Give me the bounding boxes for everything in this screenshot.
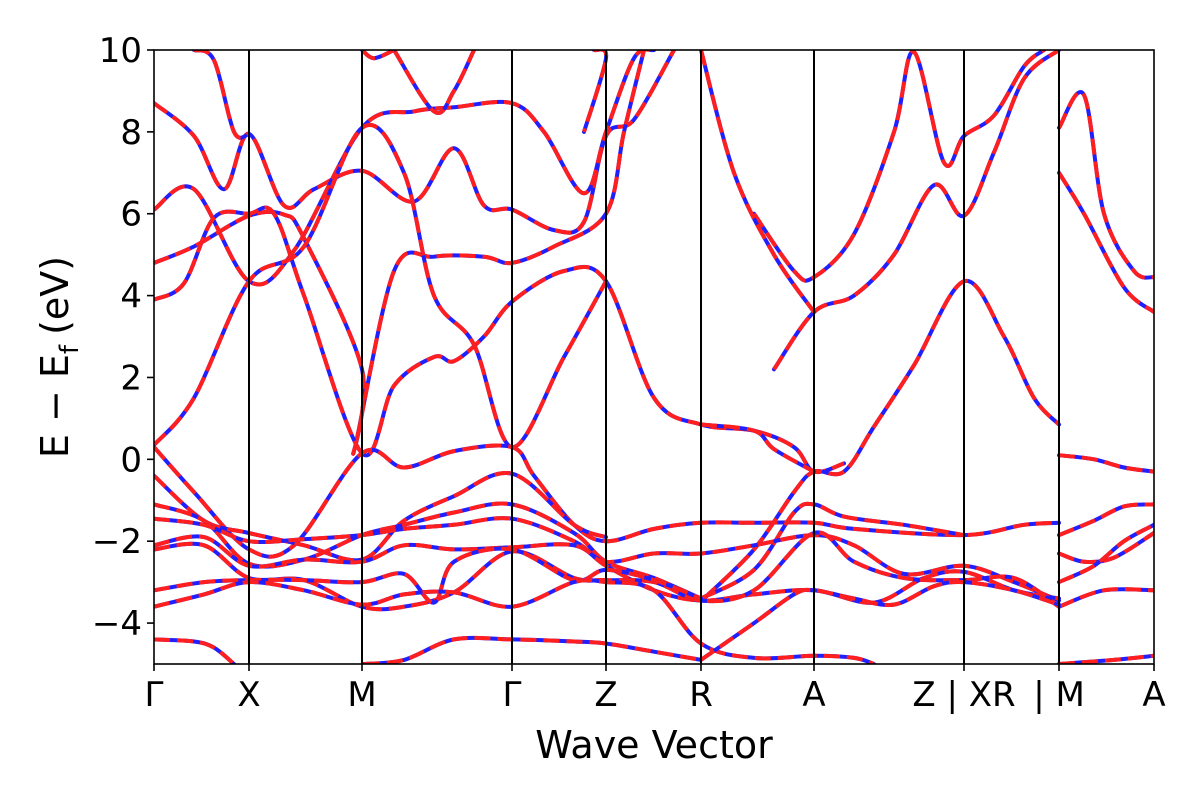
band-line-dashed-3 xyxy=(154,205,845,475)
x-tick-label: Γ xyxy=(145,675,164,715)
x-tick-label: Γ xyxy=(503,675,522,715)
x-tick-label: Z xyxy=(594,675,617,715)
y-tick-label: 4 xyxy=(120,277,142,317)
plot-frame xyxy=(153,49,1155,665)
y-tick-label: 0 xyxy=(120,440,142,480)
band-line-dashed-1 xyxy=(154,50,655,287)
y-axis-label-unit: (eV) xyxy=(33,256,77,335)
band-line-dashed-19 xyxy=(154,501,702,601)
x-axis-ticks: Γ X M Γ Z R A Z | XR | M A xyxy=(145,664,1166,715)
band-line-dashed-16 xyxy=(1058,587,1154,609)
x-tick-label: Z | XR xyxy=(912,675,1015,715)
y-tick-label: −2 xyxy=(92,522,142,562)
band-line-dashed-30 xyxy=(360,50,395,61)
y-tick-label: 2 xyxy=(120,358,142,398)
band-line-dashed-18 xyxy=(154,470,607,563)
band-line-dashed-10 xyxy=(1057,90,1154,280)
band-line-dashed-28 xyxy=(700,422,815,474)
y-axis-ticks: −4 −2 0 2 4 6 8 10 xyxy=(92,31,154,644)
band-line-dashed-26 xyxy=(363,635,702,664)
band-line-dashed-7 xyxy=(700,501,965,601)
x-axis-label: Wave Vector xyxy=(535,723,773,767)
band-line-dashed-13 xyxy=(1058,502,1154,537)
x-tick-label: R xyxy=(689,675,713,715)
band-line-solid-4 xyxy=(154,123,608,450)
band-line-solid-29 xyxy=(392,50,476,115)
band-line-dashed-6 xyxy=(702,279,1061,600)
band-line-dashed-4 xyxy=(154,123,608,450)
band-line-dashed-11 xyxy=(1057,171,1154,314)
band-line-dashed-29 xyxy=(392,50,476,115)
x-tick-label: | M xyxy=(1033,675,1085,715)
y-tick-label: 10 xyxy=(99,31,142,71)
band-line-dashed-31 xyxy=(193,50,250,140)
band-line-dashed-9 xyxy=(752,50,1046,283)
x-tick-label: A xyxy=(1142,675,1165,715)
band-line-dashed-24 xyxy=(154,577,875,664)
band-line-solid-7 xyxy=(699,501,966,601)
band-line-solid-11 xyxy=(1057,170,1154,314)
band-line-dashed-33 xyxy=(699,50,816,314)
band-line-solid-6 xyxy=(702,279,1061,601)
y-tick-label: 8 xyxy=(120,113,142,153)
x-tick-label: X xyxy=(237,675,260,715)
y-tick-label: 6 xyxy=(120,195,142,235)
band-line-solid-31 xyxy=(192,50,251,140)
band-line-dashed-25 xyxy=(154,637,236,664)
x-tick-label: A xyxy=(802,675,825,715)
band-line-dashed-17 xyxy=(1058,653,1154,664)
band-line-dashed-8 xyxy=(772,50,1061,371)
y-axis-label-subscript: f xyxy=(55,344,85,354)
y-axis-label-main: E − E xyxy=(33,354,77,458)
bands-layer xyxy=(154,50,1154,664)
band-line-dashed-15 xyxy=(1058,523,1154,584)
band-line-dashed-27 xyxy=(699,579,1060,662)
band-line-dashed-14 xyxy=(1058,531,1154,564)
x-tick-label: M xyxy=(347,675,376,715)
y-tick-label: −4 xyxy=(92,604,142,644)
band-line-dashed-2 xyxy=(154,50,646,456)
y-axis-label: E − Ef (eV) xyxy=(33,256,85,458)
band-line-dashed-32 xyxy=(582,50,609,133)
band-line-solid-10 xyxy=(1057,90,1154,280)
kpoint-lines xyxy=(248,50,1060,664)
band-line-dashed-12 xyxy=(1058,453,1154,474)
